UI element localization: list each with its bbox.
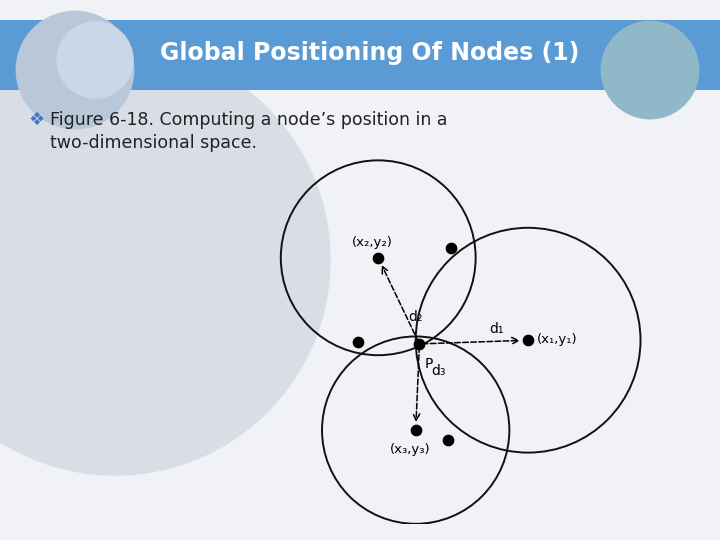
- Text: P: P: [425, 357, 433, 372]
- Point: [522, 336, 534, 345]
- Text: (x₃,y₃): (x₃,y₃): [390, 443, 430, 456]
- FancyBboxPatch shape: [0, 20, 720, 90]
- Text: (x₂,y₂): (x₂,y₂): [352, 236, 392, 249]
- Text: d₃: d₃: [431, 363, 446, 377]
- Circle shape: [0, 45, 330, 475]
- Point: [352, 338, 364, 347]
- Text: d₁: d₁: [489, 322, 503, 335]
- Point: [410, 426, 421, 435]
- Circle shape: [57, 22, 133, 98]
- Text: Figure 6-18. Computing a node’s position in a: Figure 6-18. Computing a node’s position…: [50, 111, 448, 129]
- Text: two-dimensional space.: two-dimensional space.: [50, 134, 257, 152]
- Circle shape: [17, 12, 133, 128]
- Text: d₂: d₂: [408, 310, 423, 325]
- Text: ❖: ❖: [28, 111, 44, 129]
- Text: (x₁,y₁): (x₁,y₁): [537, 333, 577, 346]
- Point: [414, 340, 426, 348]
- Text: Global Positioning Of Nodes (1): Global Positioning Of Nodes (1): [161, 41, 580, 65]
- Point: [445, 244, 456, 252]
- Point: [372, 253, 384, 262]
- Point: [442, 436, 454, 444]
- Circle shape: [602, 22, 698, 118]
